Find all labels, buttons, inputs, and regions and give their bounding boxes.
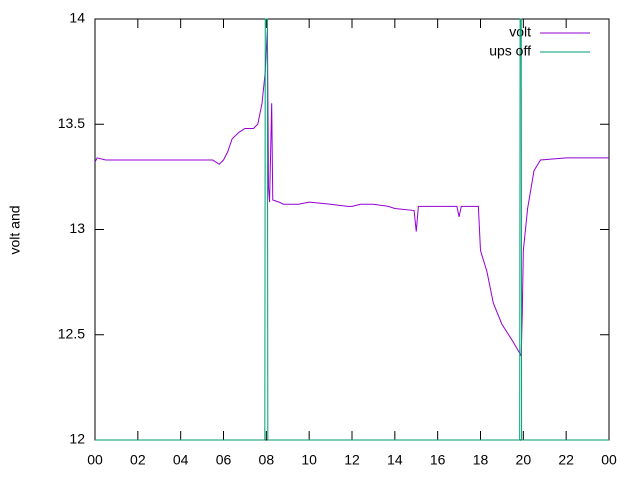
x-tick-label: 06 [216, 452, 232, 468]
x-tick-label: 16 [430, 452, 446, 468]
x-tick-label: 00 [601, 452, 617, 468]
x-tick-label: 10 [301, 452, 317, 468]
y-tick-label: 12.5 [58, 325, 85, 341]
y-tick-label: 14 [69, 10, 85, 26]
x-tick-label: 04 [173, 452, 189, 468]
x-tick-label: 12 [344, 452, 360, 468]
x-tick-label: 18 [473, 452, 489, 468]
y-axis-label: volt and [7, 205, 23, 254]
x-tick-label: 20 [516, 452, 532, 468]
x-tick-label: 00 [87, 452, 103, 468]
y-tick-label: 12 [69, 431, 85, 447]
series-line [95, 18, 609, 441]
y-tick-label: 13.5 [58, 115, 85, 131]
x-tick-label: 22 [558, 452, 574, 468]
y-tick-label: 13 [69, 220, 85, 236]
x-tick-label: 08 [259, 452, 275, 468]
series-line [94, 29, 609, 358]
plot-border [94, 18, 610, 441]
legend-label: ups off [489, 43, 531, 59]
x-tick-label: 14 [387, 452, 403, 468]
x-tick-label: 02 [130, 452, 146, 468]
